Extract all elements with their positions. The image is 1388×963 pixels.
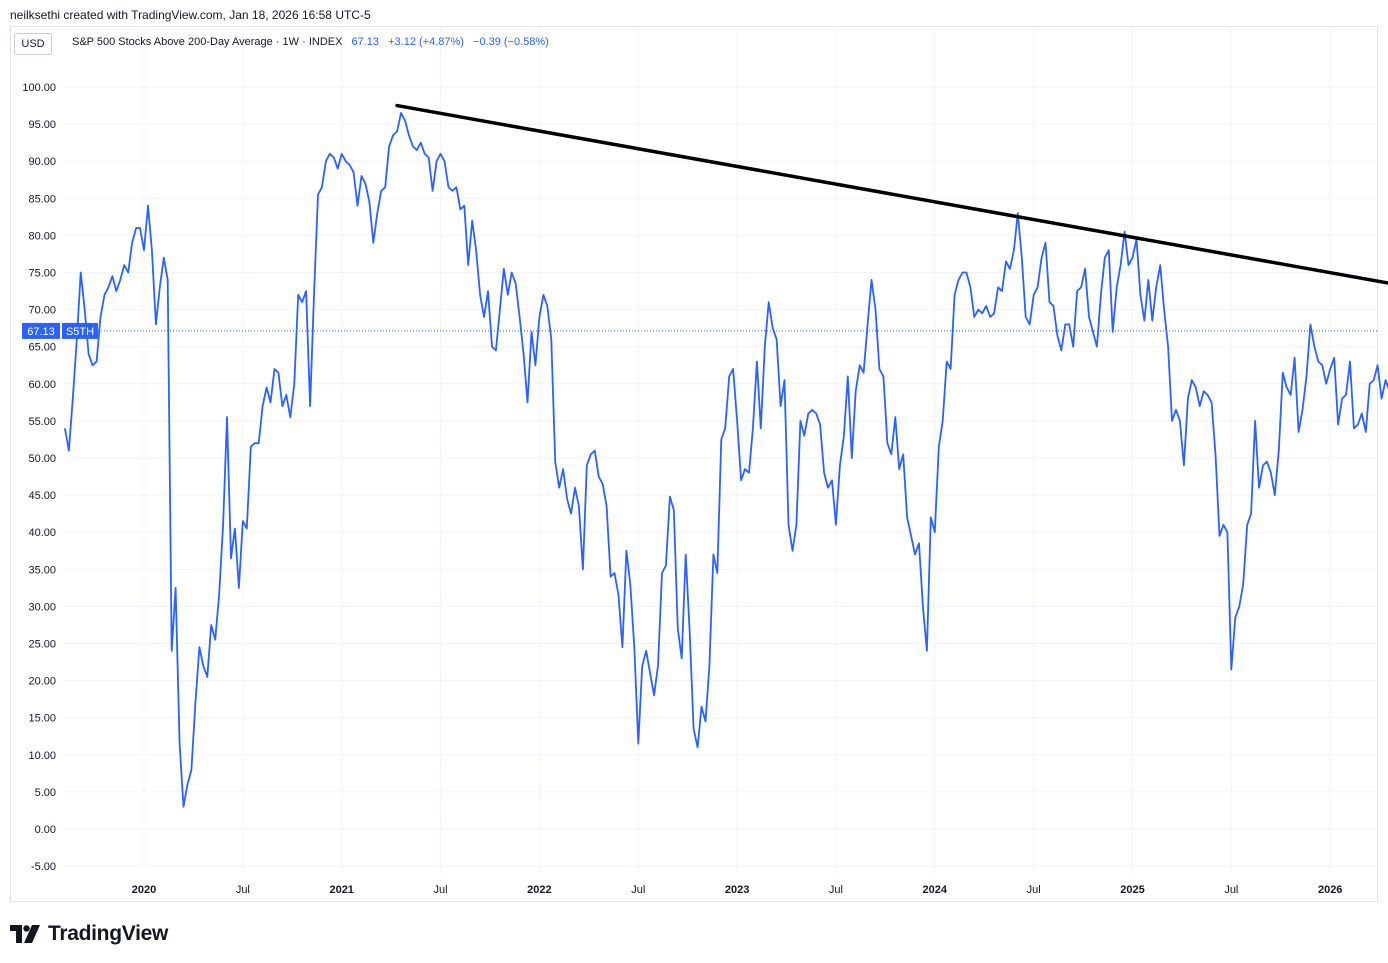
price-label-value: 67.13 bbox=[27, 326, 55, 338]
x-tick-label: Jul bbox=[1224, 884, 1238, 896]
y-tick-label: 35.00 bbox=[28, 564, 56, 576]
y-tick-label: 75.00 bbox=[28, 268, 56, 280]
trendline bbox=[395, 103, 1388, 285]
y-tick-label: 40.00 bbox=[28, 527, 56, 539]
x-tick-label: 2025 bbox=[1120, 884, 1144, 896]
legend-change-secondary: −0.39 (−0.58%) bbox=[473, 36, 549, 48]
y-tick-label: 25.00 bbox=[28, 639, 56, 651]
x-tick-label: Jul bbox=[631, 884, 645, 896]
symbol-label-box bbox=[62, 322, 98, 339]
symbol-label-text: S5TH bbox=[66, 326, 94, 338]
y-tick-label: 70.00 bbox=[28, 305, 56, 317]
y-tick-label: 10.00 bbox=[28, 750, 56, 762]
x-tick-label: 2022 bbox=[527, 884, 551, 896]
y-tick-label: 95.00 bbox=[28, 119, 56, 131]
y-tick-label: 55.00 bbox=[28, 416, 56, 428]
y-tick-label: 20.00 bbox=[28, 676, 56, 688]
series-legend[interactable]: S&P 500 Stocks Above 200-Day Average · 1… bbox=[72, 36, 549, 48]
x-tick-label: 2026 bbox=[1318, 884, 1342, 896]
y-tick-label: 15.00 bbox=[28, 713, 56, 725]
y-tick-label: -5.00 bbox=[31, 861, 56, 873]
y-tick-label: 65.00 bbox=[28, 342, 56, 354]
creator-caption: neilksethi created with TradingView.com,… bbox=[10, 8, 371, 22]
currency-button[interactable]: USD bbox=[14, 33, 52, 55]
legend-symbol-name: S&P 500 Stocks Above 200-Day Average · 1… bbox=[72, 36, 343, 48]
x-tick-label: 2021 bbox=[329, 884, 353, 896]
y-tick-label: 85.00 bbox=[28, 193, 56, 205]
x-tick-label: 2024 bbox=[923, 884, 948, 896]
y-tick-label: 80.00 bbox=[28, 230, 56, 242]
x-tick-label: Jul bbox=[434, 884, 448, 896]
y-tick-label: 100.00 bbox=[22, 82, 56, 94]
y-tick-label: 90.00 bbox=[28, 156, 56, 168]
x-tick-label: 2020 bbox=[132, 884, 156, 896]
chart-pane[interactable] bbox=[10, 26, 1378, 902]
x-tick-label: Jul bbox=[829, 884, 843, 896]
y-tick-label: 5.00 bbox=[35, 787, 56, 799]
x-tick-label: Jul bbox=[1027, 884, 1041, 896]
y-tick-label: 50.00 bbox=[28, 453, 56, 465]
price-label-box bbox=[22, 322, 60, 339]
y-tick-label: 60.00 bbox=[28, 379, 56, 391]
x-tick-label: 2023 bbox=[725, 884, 749, 896]
y-tick-label: 0.00 bbox=[35, 824, 56, 836]
legend-change: +3.12 (+4.87%) bbox=[388, 36, 464, 48]
y-tick-label: 30.00 bbox=[28, 601, 56, 613]
tradingview-logo[interactable]: TradingView bbox=[10, 922, 168, 946]
y-tick-label: 45.00 bbox=[28, 490, 56, 502]
series-line-s5th bbox=[64, 112, 1388, 808]
legend-last-value: 67.13 bbox=[351, 36, 380, 48]
tradingview-brand-text: TradingView bbox=[48, 922, 169, 945]
x-tick-label: Jul bbox=[236, 884, 250, 896]
tradingview-logo-icon bbox=[10, 925, 40, 943]
